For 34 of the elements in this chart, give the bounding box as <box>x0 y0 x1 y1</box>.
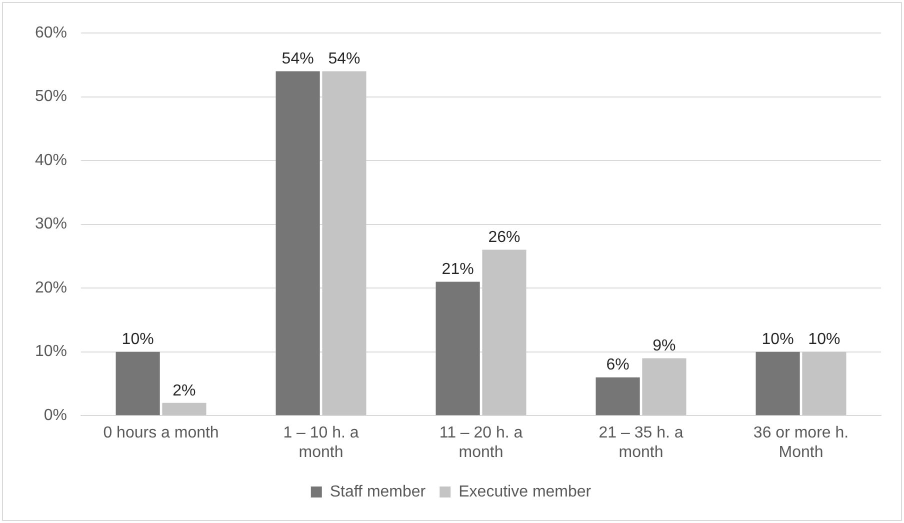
x-tick-label: 36 or more h. Month <box>753 424 849 461</box>
legend-label: Executive member <box>458 483 592 500</box>
bar <box>642 358 686 416</box>
bar <box>596 377 640 416</box>
y-tick-label: 20% <box>34 279 68 296</box>
bar <box>802 352 846 416</box>
data-label: 10% <box>808 331 840 348</box>
x-tick-label: 0 hours a month <box>103 424 219 442</box>
bar <box>436 282 480 416</box>
bar <box>116 352 160 416</box>
data-label: 9% <box>652 338 676 355</box>
bar <box>276 71 320 416</box>
y-tick-label: 0% <box>44 407 68 424</box>
data-label: 54% <box>282 50 314 68</box>
bar <box>756 352 800 416</box>
bar <box>162 402 206 416</box>
bar <box>482 250 526 416</box>
data-label: 54% <box>328 50 360 68</box>
data-label: 10% <box>762 331 794 348</box>
y-tick-label: 60% <box>34 24 68 42</box>
legend-label: Staff member <box>330 483 426 500</box>
data-label: 2% <box>172 382 196 400</box>
y-tick-label: 50% <box>34 88 68 106</box>
y-tick-label: 40% <box>34 152 68 169</box>
y-tick-label: 10% <box>34 343 68 360</box>
bar <box>322 71 366 416</box>
data-label: 26% <box>488 229 520 246</box>
data-label: 10% <box>122 331 154 348</box>
y-tick-label: 30% <box>34 216 68 233</box>
data-label: 6% <box>606 356 630 374</box>
x-tick-label: 21 – 35 h. a month <box>598 424 684 461</box>
data-label: 21% <box>442 261 474 278</box>
x-tick-label: 11 – 20 h. a month <box>439 424 523 461</box>
x-tick-label: 1 – 10 h. a month <box>283 424 359 461</box>
